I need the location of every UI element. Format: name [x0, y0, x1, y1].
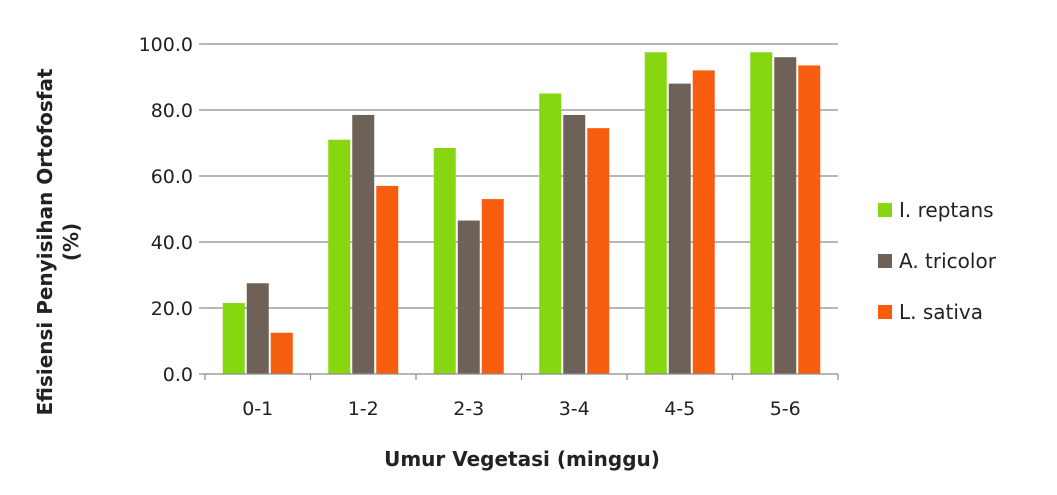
x-tick-label: 1-2 [348, 398, 379, 420]
bar-a-tricolor-3-4 [563, 114, 586, 374]
bar-l-sativa-5-6 [798, 65, 821, 374]
y-tick-label: 0.0 [163, 364, 193, 386]
legend-label: L. sativa [899, 300, 983, 324]
x-tick-label: 3-4 [559, 398, 590, 420]
legend-swatch [878, 254, 892, 268]
bar-a-tricolor-2-3 [457, 220, 480, 374]
bar-a-tricolor-5-6 [774, 57, 797, 374]
legend-swatch [878, 203, 892, 217]
x-tick-label: 4-5 [664, 398, 695, 420]
y-tick-label: 40.0 [151, 232, 193, 254]
y-tick-label: 80.0 [151, 100, 193, 122]
y-tick-label: 20.0 [151, 298, 193, 320]
y-axis-title-line-2: (%) [59, 223, 83, 261]
bar-i-reptans-5-6 [750, 52, 773, 374]
bar-i-reptans-1-2 [328, 139, 351, 374]
gridlines [205, 43, 838, 309]
legend-label: I. reptans [899, 198, 994, 222]
bar-l-sativa-1-2 [376, 185, 399, 374]
bar-l-sativa-0-1 [270, 332, 293, 374]
y-axis-title: Efisiensi Penyisihan Ortofosfat (%) [33, 68, 83, 416]
y-axis-title-line-1: Efisiensi Penyisihan Ortofosfat [33, 68, 57, 416]
bar-i-reptans-3-4 [539, 93, 562, 374]
x-tick-label: 0-1 [242, 398, 273, 420]
y-tick-label: 60.0 [151, 166, 193, 188]
bars [222, 52, 821, 375]
bar-l-sativa-4-5 [692, 70, 715, 375]
y-tick-label: 100.0 [139, 34, 193, 56]
bar-i-reptans-4-5 [644, 52, 667, 374]
bar-a-tricolor-4-5 [668, 83, 691, 374]
bar-l-sativa-2-3 [481, 199, 504, 374]
legend: I. reptans A. tricolor L. sativa [878, 198, 997, 324]
x-axis-ticks: 0-1 1-2 2-3 3-4 4-5 5-6 [204, 374, 839, 420]
x-axis-title: Umur Vegetasi (minggu) [384, 447, 660, 471]
bar-a-tricolor-1-2 [352, 114, 375, 374]
bar-i-reptans-0-1 [222, 303, 245, 374]
x-tick-label: 2-3 [453, 398, 484, 420]
y-axis-ticks: 0.0 20.0 40.0 60.0 80.0 100.0 [139, 34, 205, 386]
bar-l-sativa-3-4 [587, 128, 610, 374]
legend-swatch [878, 305, 892, 319]
legend-label: A. tricolor [899, 249, 997, 273]
bar-a-tricolor-0-1 [246, 283, 269, 374]
bar-i-reptans-2-3 [433, 147, 456, 374]
x-tick-label: 5-6 [770, 398, 801, 420]
